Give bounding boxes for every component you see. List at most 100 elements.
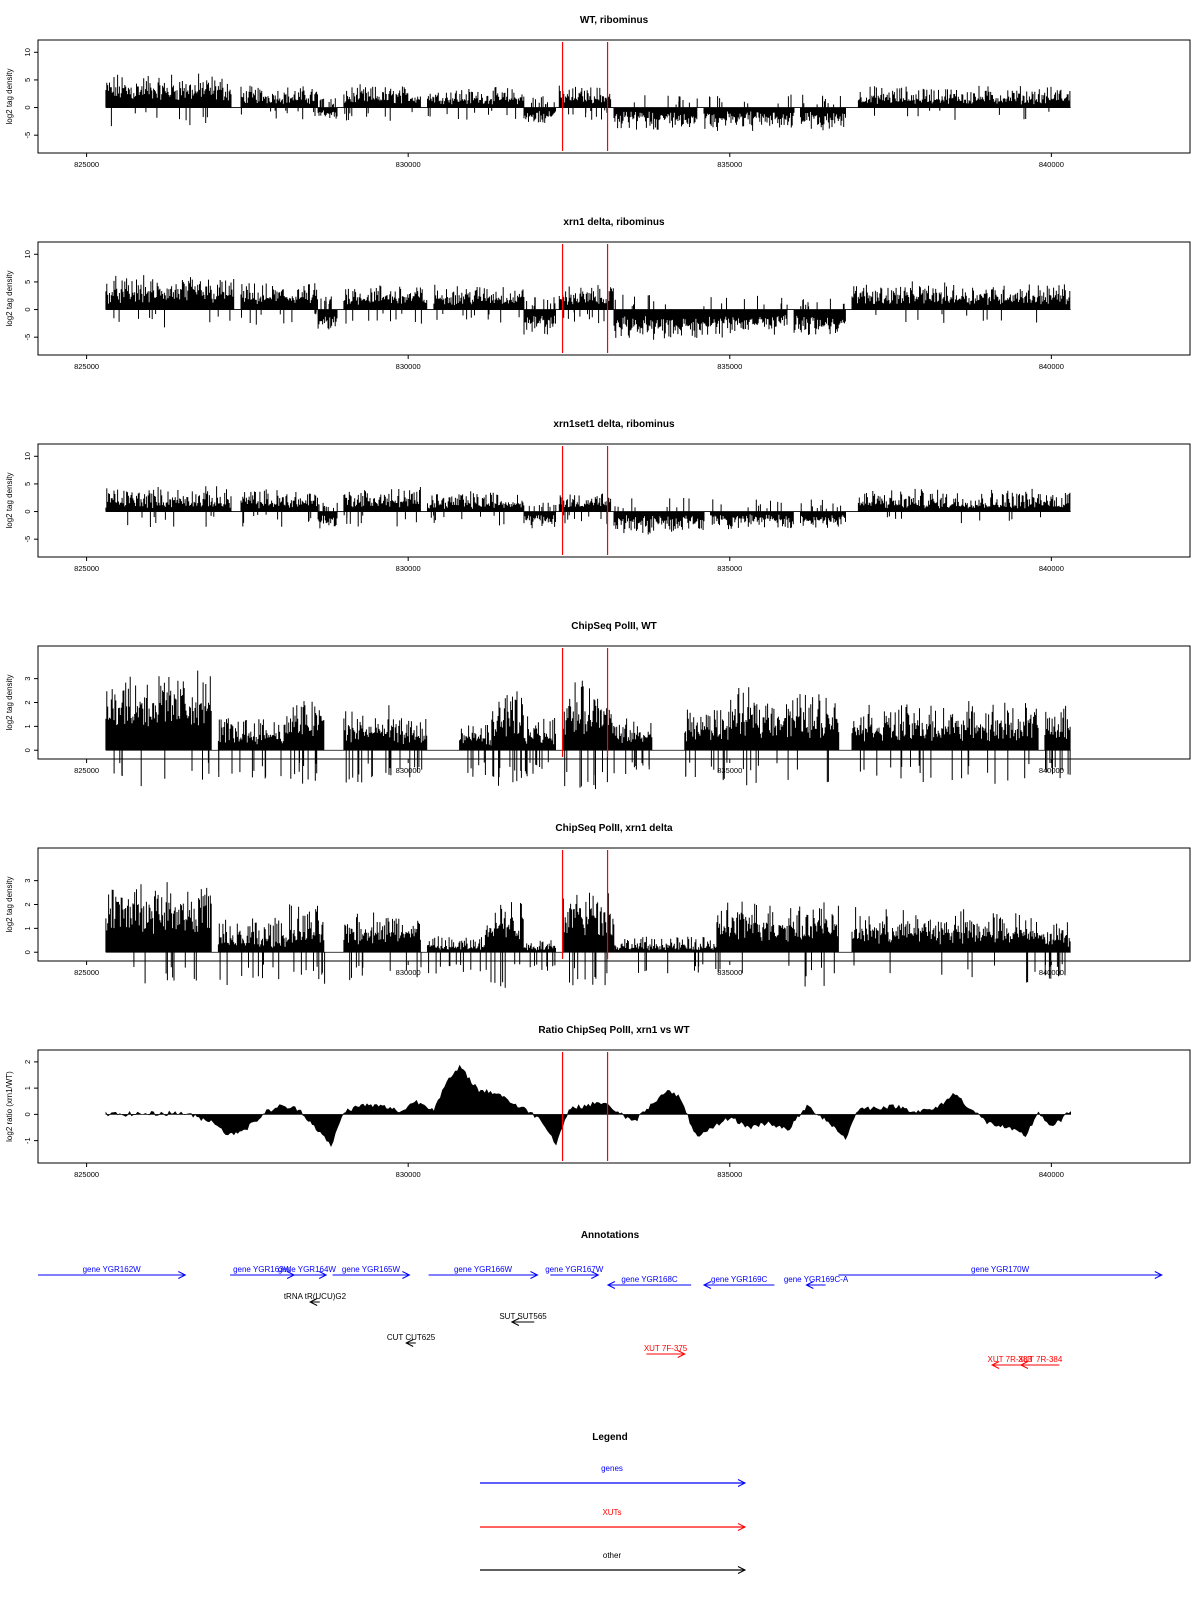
density-bars — [105, 73, 1071, 131]
legend-entry-other: other — [480, 1551, 747, 1574]
feature-label: CUT CUT625 — [387, 1333, 436, 1342]
density-bars — [105, 486, 1071, 535]
arrow-head — [1154, 1271, 1163, 1279]
panel-title: ChipSeq PolII, xrn1 delta — [555, 823, 673, 834]
y-tick-label: 5 — [23, 78, 32, 82]
annotations-title: Annotations — [581, 1230, 640, 1241]
feature-label: XUT 7R-384 — [1018, 1355, 1063, 1364]
y-axis-label: log2 tag density — [5, 876, 14, 932]
feature-label: tRNA tR(UCU)G2 — [284, 1292, 347, 1301]
arrow-head — [405, 1339, 414, 1347]
y-tick-label: 0 — [23, 307, 32, 311]
x-tick-label: 835000 — [717, 766, 742, 775]
feature-label: gene YGR167W — [545, 1265, 604, 1274]
y-tick-label: 3 — [23, 879, 32, 883]
y-tick-label: 2 — [23, 902, 32, 906]
y-tick-label: 0 — [23, 105, 32, 109]
y-tick-label: -5 — [23, 334, 32, 341]
legend-arrow — [737, 1523, 747, 1531]
legend-arrow — [737, 1479, 747, 1487]
panel-4: ChipSeq PolII, WT 825000 830000 835000 84000… — [5, 621, 1191, 790]
feature-trna-tr-ucu-g2: tRNA tR(UCU)G2 — [284, 1292, 347, 1306]
y-axis-label: log2 tag density — [5, 270, 14, 326]
arrow-head — [677, 1350, 686, 1358]
panel-3: xrn1set1 delta, ribominus 825000 830000 835… — [5, 419, 1191, 573]
y-tick-label: 0 — [23, 1112, 32, 1116]
y-tick-label: 2 — [23, 1060, 32, 1064]
feature-label: gene YGR162W — [83, 1265, 142, 1274]
feature-label: XUT 7R-383 — [988, 1355, 1033, 1364]
y-axis-label: log2 tag density — [5, 68, 14, 124]
feature-gene-ygr164w: gene YGR164W — [278, 1265, 337, 1279]
x-tick-label: 840000 — [1039, 160, 1064, 169]
feature-gene-ygr166w: gene YGR166W — [428, 1265, 539, 1279]
panel-2: xrn1 delta, ribominus 825000 830000 835000 8… — [5, 217, 1191, 371]
x-tick-label: 830000 — [396, 160, 421, 169]
x-tick-label: 835000 — [717, 362, 742, 371]
arrow-head — [591, 1271, 600, 1279]
feature-label: gene YGR169C-A — [784, 1275, 849, 1284]
y-tick-label: 10 — [23, 452, 32, 460]
arrow-head — [402, 1271, 411, 1279]
feature-gene-ygr165w: gene YGR165W — [332, 1265, 411, 1279]
y-tick-label: 1 — [23, 724, 32, 728]
legend-label: genes — [601, 1464, 623, 1473]
y-tick-label: 1 — [23, 1086, 32, 1090]
feature-label: gene YGR165W — [342, 1265, 401, 1274]
x-tick-label: 825000 — [74, 1170, 99, 1179]
x-tick-label: 840000 — [1039, 564, 1064, 573]
x-tick-label: 835000 — [717, 160, 742, 169]
x-tick-label: 825000 — [74, 160, 99, 169]
y-tick-label: 0 — [23, 509, 32, 513]
x-tick-label: 840000 — [1039, 968, 1064, 977]
x-tick-label: 825000 — [74, 362, 99, 371]
feature-gene-ygr169c: gene YGR169C — [702, 1275, 775, 1289]
panel-title: ChipSeq PolII, WT — [571, 621, 657, 632]
legend-label: other — [603, 1551, 622, 1560]
y-axis-label: log2 ratio (xrn1/WT) — [5, 1071, 14, 1142]
arrow-head — [309, 1298, 318, 1306]
legend: Legend genes XUTs other — [480, 1432, 747, 1574]
arrow-head — [702, 1281, 712, 1289]
legend-entry-genes: genes — [480, 1464, 747, 1487]
x-tick-label: 835000 — [717, 968, 742, 977]
plot-frame — [37, 241, 1191, 356]
y-tick-label: 10 — [23, 250, 32, 258]
arrow-head — [606, 1281, 616, 1289]
panel-6: Ratio ChipSeq PolII, xrn1 vs WT 825000 830… — [5, 1025, 1191, 1179]
feature-cut-cut625: CUT CUT625 — [387, 1333, 436, 1347]
arrow-head — [318, 1271, 328, 1279]
y-axis-label: log2 tag density — [5, 472, 14, 528]
x-tick-label: 835000 — [717, 1170, 742, 1179]
y-tick-label: 5 — [23, 482, 32, 486]
feature-sut-sut565: SUT SUT565 — [499, 1312, 547, 1326]
density-bars — [105, 882, 1071, 988]
x-tick-label: 825000 — [74, 766, 99, 775]
x-tick-label: 840000 — [1039, 362, 1064, 371]
y-tick-label: 10 — [23, 48, 32, 56]
ratio-area — [105, 1064, 1071, 1148]
x-tick-label: 825000 — [74, 564, 99, 573]
y-axis-label: log2 tag density — [5, 674, 14, 730]
y-tick-label: 0 — [23, 748, 32, 752]
feature-xut-7r-384: XUT 7R-384 — [1018, 1355, 1063, 1369]
legend-title: Legend — [592, 1432, 628, 1443]
feature-label: gene YGR164W — [278, 1265, 337, 1274]
arrow-head — [178, 1271, 187, 1279]
y-tick-label: 0 — [23, 950, 32, 954]
x-tick-label: 840000 — [1039, 1170, 1064, 1179]
x-tick-label: 830000 — [396, 766, 421, 775]
y-tick-label: 1 — [23, 926, 32, 930]
feature-label: gene YGR166W — [454, 1265, 513, 1274]
feature-label: gene YGR168C — [621, 1275, 678, 1284]
feature-gene-ygr162w: gene YGR162W — [38, 1265, 187, 1279]
plot-frame — [37, 39, 1191, 154]
feature-gene-ygr170w: gene YGR170W — [838, 1265, 1163, 1279]
x-tick-label: 830000 — [396, 362, 421, 371]
arrow-head — [990, 1361, 1000, 1369]
feature-label: gene YGR170W — [971, 1265, 1030, 1274]
feature-label: gene YGR163W — [233, 1265, 292, 1274]
x-tick-label: 825000 — [74, 968, 99, 977]
